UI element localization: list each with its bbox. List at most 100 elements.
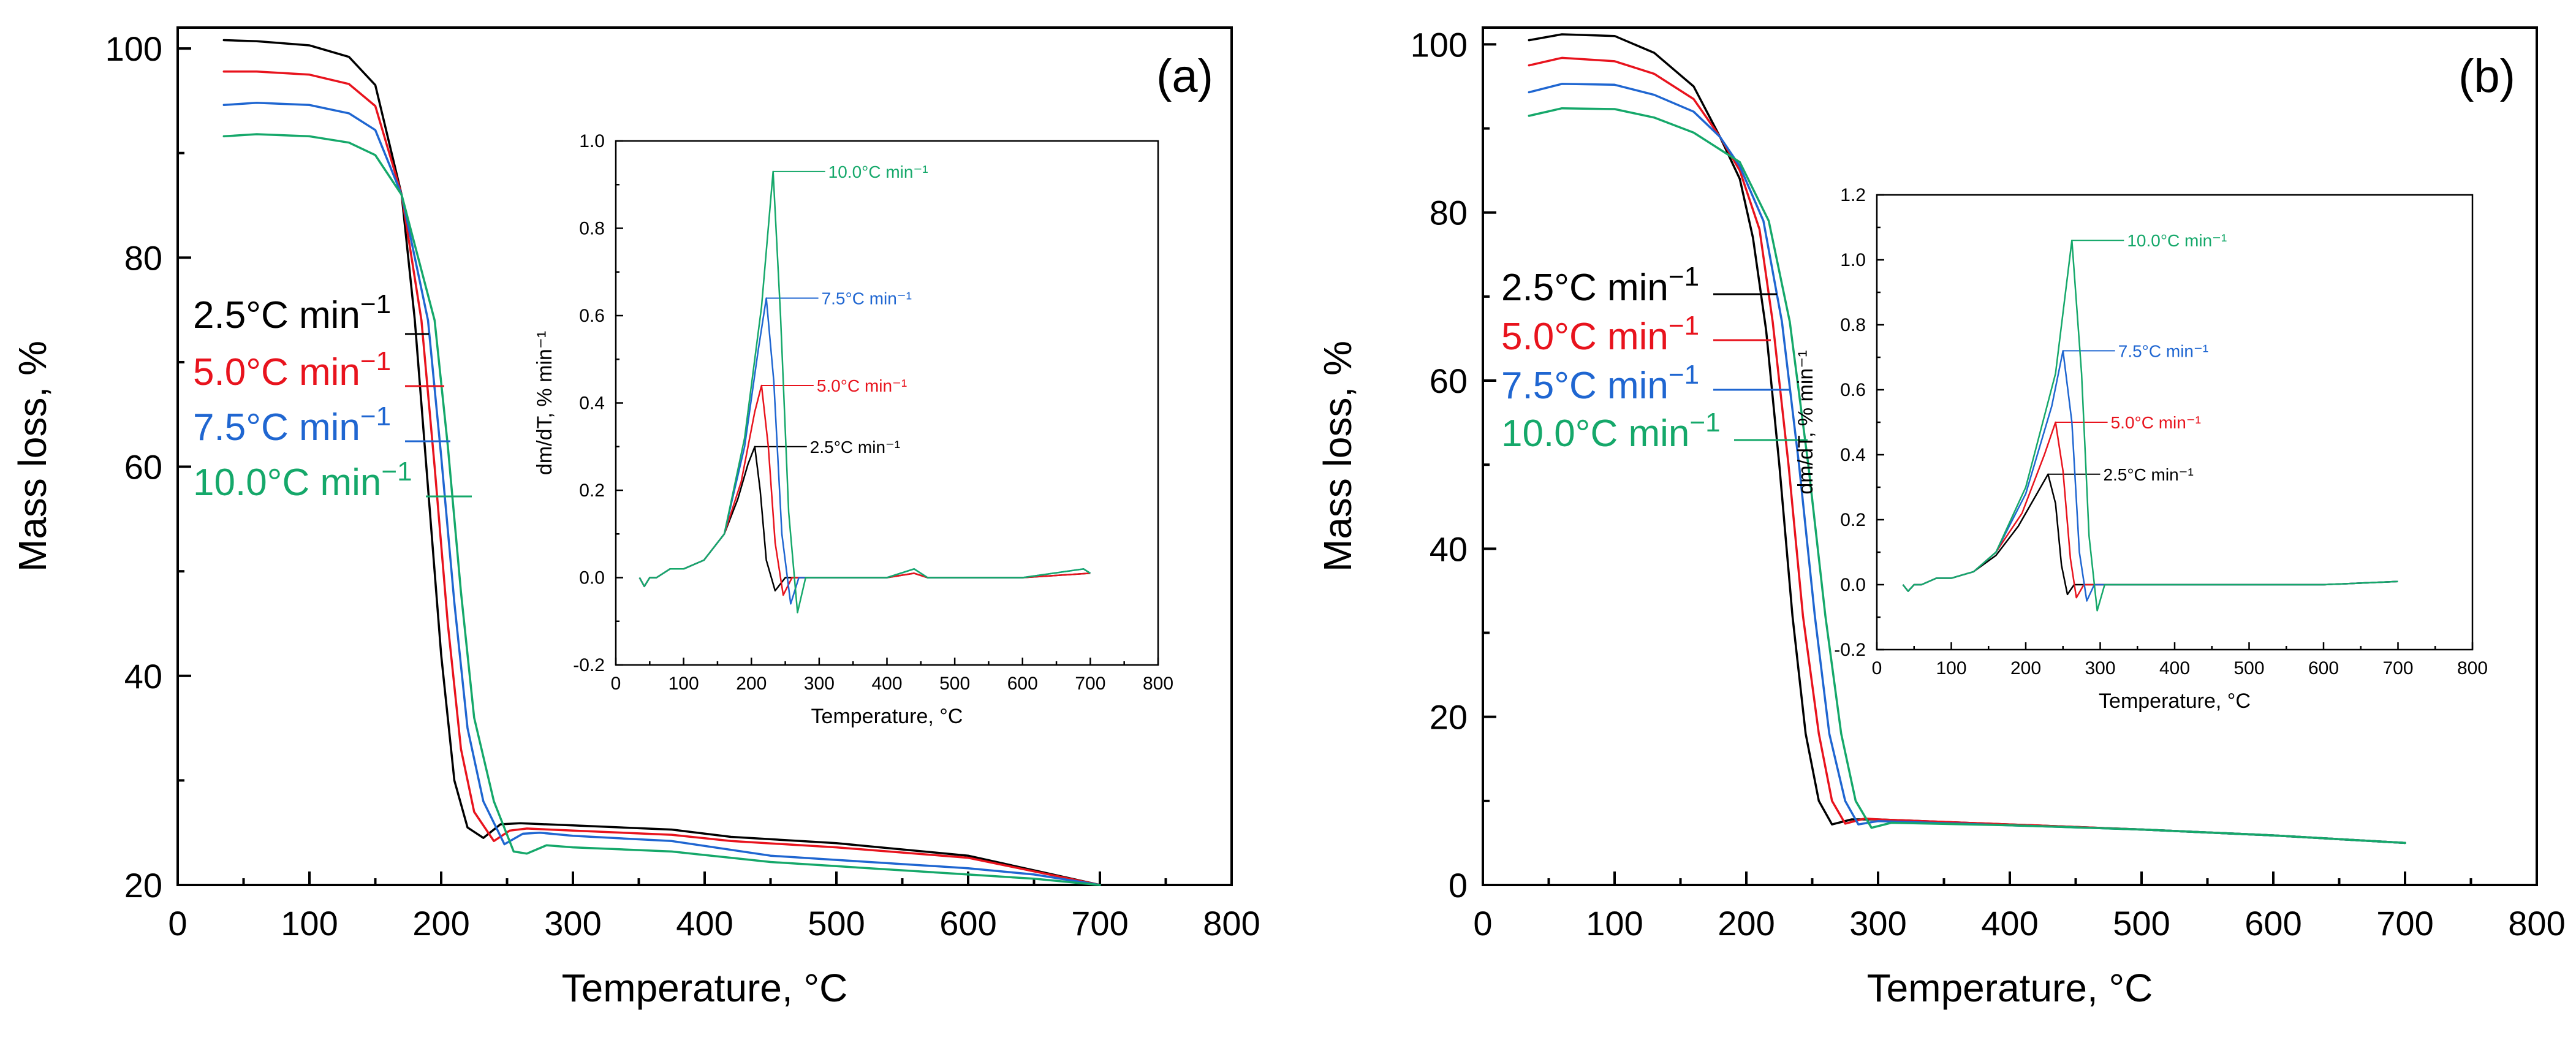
inset-y-tick-label: -0.2 bbox=[1834, 640, 1866, 660]
legend-entry: 5.0°C min−1 bbox=[193, 346, 391, 394]
x-tick-label: 300 bbox=[1849, 904, 1906, 943]
y-tick-label: 20 bbox=[124, 866, 162, 905]
inset-peak-label: 7.5°C min⁻¹ bbox=[2118, 341, 2208, 360]
x-tick-label: 700 bbox=[2376, 904, 2433, 943]
inset-y-tick-label: 1.0 bbox=[1840, 250, 1866, 270]
inset-x-tick-label: 300 bbox=[804, 674, 835, 694]
inset-x-tick-label: 100 bbox=[1936, 658, 1966, 678]
x-tick-label: 600 bbox=[2245, 904, 2301, 943]
panel-label: (b) bbox=[2458, 50, 2515, 102]
legend-entry: 10.0°C min−1 bbox=[1501, 408, 1721, 455]
inset-peak-label: 10.0°C min⁻¹ bbox=[2127, 231, 2227, 250]
inset-y-tick-label: 0.6 bbox=[1840, 380, 1866, 400]
inset-x-tick-label: 400 bbox=[871, 674, 902, 694]
inset-x-tick-label: 200 bbox=[736, 674, 767, 694]
y-tick-label: 40 bbox=[1430, 530, 1468, 568]
x-tick-label: 100 bbox=[1586, 904, 1643, 943]
y-tick-label: 80 bbox=[1430, 194, 1468, 232]
inset-x-tick-label: 600 bbox=[2308, 658, 2339, 678]
inset-x-tick-label: 200 bbox=[2010, 658, 2041, 678]
inset-x-tick-label: 500 bbox=[2233, 658, 2264, 678]
x-tick-label: 0 bbox=[168, 904, 187, 943]
x-tick-label: 800 bbox=[1203, 904, 1260, 943]
inset-y-tick-label: 1.2 bbox=[1840, 185, 1866, 205]
inset-y-tick-label: 1.0 bbox=[579, 131, 605, 151]
x-tick-label: 300 bbox=[544, 904, 601, 943]
mass-loss-series-line bbox=[222, 133, 1101, 886]
y-tick-label: 60 bbox=[124, 448, 162, 487]
x-axis-title: Temperature, °C bbox=[562, 966, 848, 1010]
inset-x-tick-label: 800 bbox=[1143, 674, 1173, 694]
inset-y-axis-title: dm/dT, % min⁻¹ bbox=[1794, 350, 1817, 494]
inset-peak-label: 2.5°C min⁻¹ bbox=[810, 438, 900, 457]
mass-loss-series-line bbox=[1528, 107, 2406, 845]
inset-x-tick-label: 0 bbox=[611, 674, 621, 694]
x-tick-label: 800 bbox=[2508, 904, 2565, 943]
legend-entry: 7.5°C min−1 bbox=[1501, 360, 1699, 408]
inset-x-tick-label: 400 bbox=[2159, 658, 2190, 678]
legend-entry: 5.0°C min−1 bbox=[1501, 311, 1699, 359]
x-axis-title: Temperature, °C bbox=[1867, 966, 2153, 1010]
x-tick-label: 100 bbox=[281, 904, 338, 943]
inset-x-tick-label: 800 bbox=[2457, 658, 2488, 678]
x-tick-label: 500 bbox=[808, 904, 865, 943]
y-tick-label: 100 bbox=[1411, 25, 1468, 64]
inset-y-tick-label: 0.2 bbox=[1840, 510, 1866, 530]
inset-chart: 0 100 200 300 400 500 600 700 800 -0.2 0.0 0.2 0.4 0.… bbox=[1794, 185, 2488, 713]
x-tick-label: 200 bbox=[412, 904, 469, 943]
inset-y-tick-label: 0.8 bbox=[1840, 315, 1866, 335]
inset-x-tick-label: 700 bbox=[1075, 674, 1105, 694]
y-tick-label: 40 bbox=[124, 657, 162, 696]
x-tick-label: 200 bbox=[1718, 904, 1775, 943]
y-tick-label: 80 bbox=[124, 238, 162, 277]
inset-x-axis-title: Temperature, °C bbox=[2099, 689, 2251, 713]
x-tick-label: 700 bbox=[1071, 904, 1128, 943]
inset-x-tick-label: 500 bbox=[939, 674, 970, 694]
inset-y-tick-label: 0.6 bbox=[579, 306, 605, 326]
inset-x-tick-label: 0 bbox=[1872, 658, 1882, 678]
x-tick-label: 400 bbox=[1981, 904, 2038, 943]
inset-y-tick-label: 0.8 bbox=[579, 219, 605, 239]
inset-background bbox=[1877, 195, 2472, 650]
mass-loss-series-line bbox=[222, 102, 1101, 886]
derivative-series-line bbox=[638, 170, 1091, 613]
panel-label: (a) bbox=[1156, 50, 1213, 102]
inset-background bbox=[616, 141, 1158, 665]
y-tick-label: 20 bbox=[1430, 698, 1468, 737]
mass-loss-series-line bbox=[222, 39, 1101, 886]
inset-peak-label: 7.5°C min⁻¹ bbox=[822, 289, 912, 308]
inset-chart: 0 100 200 300 400 500 600 700 800 -0.2 0.0 0.2 0.4 0.… bbox=[533, 131, 1173, 728]
inset-x-axis-title: Temperature, °C bbox=[811, 705, 963, 728]
inset-y-tick-label: -0.2 bbox=[573, 655, 605, 675]
inset-x-tick-label: 600 bbox=[1007, 674, 1038, 694]
x-tick-label: 500 bbox=[2113, 904, 2170, 943]
derivative-series-line bbox=[1902, 239, 2398, 612]
legend-entry: 7.5°C min−1 bbox=[193, 401, 391, 449]
inset-peak-label: 10.0°C min⁻¹ bbox=[828, 162, 928, 181]
y-tick-label: 60 bbox=[1430, 362, 1468, 400]
legend-entry: 2.5°C min−1 bbox=[1501, 262, 1699, 309]
inset-x-tick-label: 700 bbox=[2382, 658, 2413, 678]
chart-panel-b: 0 100 200 300 400 500 600 700 800 0 20 40 60 80 100 Tem… bbox=[1316, 25, 2566, 1010]
x-tick-label: 0 bbox=[1473, 904, 1492, 943]
inset-peak-label: 2.5°C min⁻¹ bbox=[2103, 465, 2193, 484]
x-tick-label: 600 bbox=[939, 904, 996, 943]
legend-entry: 10.0°C min−1 bbox=[193, 457, 412, 504]
inset-y-axis-title: dm/dT, % min⁻¹ bbox=[533, 331, 556, 475]
y-axis-title: Mass loss, % bbox=[1316, 341, 1360, 572]
legend-entry: 2.5°C min−1 bbox=[193, 289, 391, 337]
inset-y-tick-label: 0.0 bbox=[579, 568, 605, 588]
inset-y-tick-label: 0.0 bbox=[1840, 575, 1866, 595]
inset-y-tick-label: 0.4 bbox=[1840, 445, 1866, 465]
chart-panel-a: 0 100 200 300 400 500 600 700 800 20 40 60 80 100 Temp… bbox=[10, 26, 1260, 1010]
inset-y-tick-label: 0.4 bbox=[579, 393, 605, 414]
inset-peak-label: 5.0°C min⁻¹ bbox=[817, 376, 907, 395]
y-tick-label: 100 bbox=[105, 29, 162, 68]
inset-x-tick-label: 100 bbox=[669, 674, 699, 694]
inset-peak-label: 5.0°C min⁻¹ bbox=[2111, 413, 2201, 432]
y-axis-title: Mass loss, % bbox=[10, 341, 55, 572]
x-tick-label: 400 bbox=[676, 904, 733, 943]
inset-x-tick-label: 300 bbox=[2085, 658, 2115, 678]
y-tick-label: 0 bbox=[1449, 866, 1468, 905]
